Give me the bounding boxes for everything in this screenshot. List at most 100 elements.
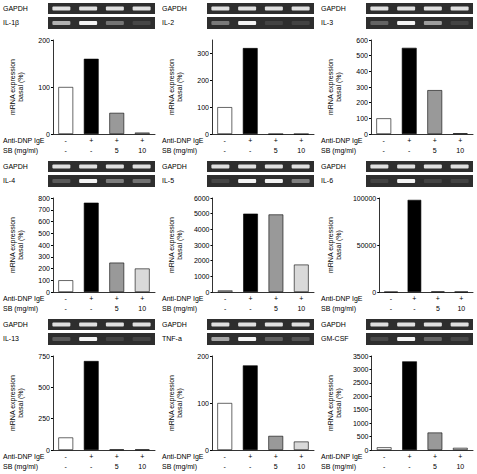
svg-text:10: 10 <box>457 305 465 312</box>
svg-text:basal (%): basal (%) <box>17 230 25 260</box>
svg-text:mRNA expression: mRNA expression <box>168 217 176 273</box>
svg-text:500: 500 <box>38 230 50 237</box>
svg-text:+: + <box>248 453 252 460</box>
svg-text:Anti-DNP IgE: Anti-DNP IgE <box>162 137 204 145</box>
svg-text:SB (mg/ml): SB (mg/ml) <box>321 463 356 471</box>
svg-text:10: 10 <box>456 147 464 154</box>
svg-text:GAPDH: GAPDH <box>3 163 28 170</box>
svg-text:TNF-a: TNF-a <box>162 335 182 342</box>
svg-text:200: 200 <box>356 99 368 106</box>
svg-text:5000: 5000 <box>194 210 210 217</box>
svg-text:mRNA expression: mRNA expression <box>9 375 17 431</box>
svg-text:1500: 1500 <box>353 406 369 413</box>
svg-text:SB (mg/ml): SB (mg/ml) <box>3 147 38 155</box>
svg-text:10: 10 <box>297 147 305 154</box>
svg-text:750: 750 <box>38 353 50 360</box>
svg-text:GAPDH: GAPDH <box>321 163 346 170</box>
svg-text:5: 5 <box>274 305 278 312</box>
svg-text:+: + <box>115 137 119 144</box>
svg-text:+: + <box>140 137 144 144</box>
svg-text:+: + <box>89 295 93 302</box>
svg-text:-: - <box>90 305 93 312</box>
svg-text:2000: 2000 <box>353 393 369 400</box>
svg-text:-: - <box>90 463 93 470</box>
svg-text:10: 10 <box>138 305 146 312</box>
svg-text:0: 0 <box>365 447 369 454</box>
svg-text:3000: 3000 <box>194 242 210 249</box>
svg-text:basal (%): basal (%) <box>335 72 343 102</box>
svg-text:GAPDH: GAPDH <box>3 5 28 12</box>
svg-text:SB (mg/ml): SB (mg/ml) <box>162 147 197 155</box>
svg-text:600: 600 <box>38 218 50 225</box>
svg-text:mRNA expression: mRNA expression <box>168 59 176 115</box>
svg-text:-: - <box>224 463 227 470</box>
svg-text:600: 600 <box>356 37 368 44</box>
svg-text:3500: 3500 <box>353 353 369 360</box>
svg-text:200: 200 <box>197 77 209 84</box>
svg-text:250: 250 <box>38 415 50 422</box>
svg-text:50000: 50000 <box>357 242 377 249</box>
svg-text:IL-1β: IL-1β <box>3 19 19 27</box>
svg-text:+: + <box>299 295 303 302</box>
svg-text:SB (mg/ml): SB (mg/ml) <box>321 147 356 155</box>
svg-text:GAPDH: GAPDH <box>321 321 346 328</box>
svg-text:5: 5 <box>274 147 278 154</box>
svg-text:0: 0 <box>206 289 210 296</box>
svg-text:SB (mg/ml): SB (mg/ml) <box>321 305 356 313</box>
svg-text:basal (%): basal (%) <box>176 72 184 102</box>
svg-text:2000: 2000 <box>194 257 210 264</box>
svg-text:-: - <box>224 305 227 312</box>
svg-text:mRNA expression: mRNA expression <box>168 375 176 431</box>
svg-text:0: 0 <box>205 447 209 454</box>
svg-text:Anti-DNP IgE: Anti-DNP IgE <box>3 453 45 461</box>
svg-text:GAPDH: GAPDH <box>3 321 28 328</box>
svg-text:200: 200 <box>38 265 50 272</box>
svg-text:+: + <box>140 295 144 302</box>
svg-text:1000: 1000 <box>353 420 369 427</box>
svg-text:-: - <box>383 463 386 470</box>
svg-text:mRNA expression: mRNA expression <box>9 217 17 273</box>
svg-text:GM-CSF: GM-CSF <box>321 335 349 342</box>
svg-text:+: + <box>299 137 303 144</box>
svg-text:Anti-DNP IgE: Anti-DNP IgE <box>321 453 363 461</box>
svg-text:-: - <box>224 453 227 460</box>
svg-text:+: + <box>407 137 411 144</box>
svg-text:GAPDH: GAPDH <box>321 5 346 12</box>
svg-text:5: 5 <box>115 463 119 470</box>
svg-text:-: - <box>65 453 68 460</box>
svg-text:-: - <box>390 305 393 312</box>
svg-text:IL-4: IL-4 <box>3 177 15 184</box>
svg-text:IL-5: IL-5 <box>162 177 174 184</box>
svg-text:700: 700 <box>38 206 50 213</box>
svg-text:Anti-DNP IgE: Anti-DNP IgE <box>3 137 45 145</box>
svg-text:10: 10 <box>297 305 305 312</box>
svg-text:400: 400 <box>356 68 368 75</box>
svg-text:200: 200 <box>38 37 50 44</box>
svg-text:-: - <box>408 463 411 470</box>
svg-text:+: + <box>407 453 411 460</box>
svg-text:IL-2: IL-2 <box>162 19 174 26</box>
svg-text:5: 5 <box>433 147 437 154</box>
svg-text:0: 0 <box>46 289 50 296</box>
svg-text:Anti-DNP IgE: Anti-DNP IgE <box>162 453 204 461</box>
svg-text:10: 10 <box>456 463 464 470</box>
svg-text:100: 100 <box>38 84 50 91</box>
svg-text:100: 100 <box>356 115 368 122</box>
svg-text:+: + <box>248 137 252 144</box>
svg-text:100: 100 <box>38 277 50 284</box>
svg-text:+: + <box>89 453 93 460</box>
svg-text:SB (mg/ml): SB (mg/ml) <box>162 463 197 471</box>
svg-text:500: 500 <box>356 52 368 59</box>
svg-text:mRNA expression: mRNA expression <box>327 217 335 273</box>
svg-text:10: 10 <box>297 463 305 470</box>
svg-text:5: 5 <box>274 463 278 470</box>
svg-text:basal (%): basal (%) <box>335 230 343 260</box>
svg-text:-: - <box>390 295 393 302</box>
svg-text:-: - <box>65 295 68 302</box>
svg-text:basal (%): basal (%) <box>335 388 343 418</box>
svg-text:5: 5 <box>436 305 440 312</box>
svg-text:-: - <box>383 453 386 460</box>
svg-text:1000: 1000 <box>194 273 210 280</box>
svg-text:-: - <box>383 137 386 144</box>
svg-text:-: - <box>413 305 416 312</box>
